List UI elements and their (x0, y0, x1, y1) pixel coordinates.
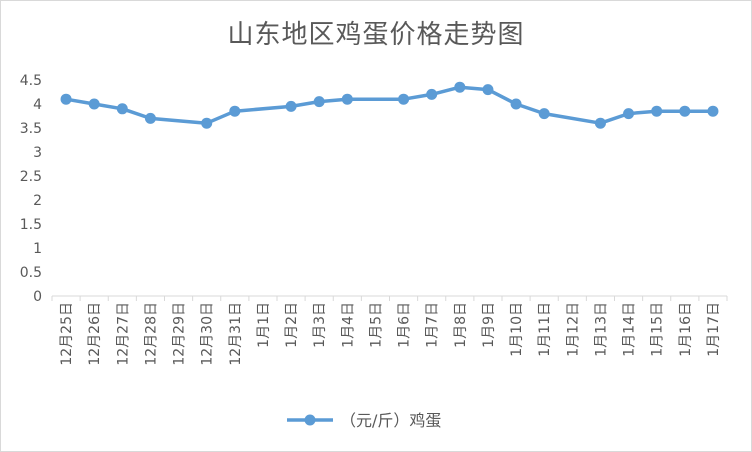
chart-title: 山东地区鸡蛋价格走势图 (227, 20, 525, 50)
x-tick-label: 12月31日 (228, 302, 244, 366)
x-tick-label: 1月2日 (284, 302, 300, 348)
x-tick-label: 1月7日 (425, 302, 441, 348)
data-point (60, 93, 72, 105)
x-tick-label: 12月27日 (115, 302, 131, 366)
data-point (426, 88, 438, 100)
data-point (88, 98, 100, 110)
x-tick-label: 1月6日 (397, 302, 413, 348)
x-tick-label: 1月11日 (537, 302, 553, 357)
x-tick-label: 12月28日 (143, 302, 159, 366)
data-point (679, 105, 691, 117)
data-point (398, 93, 410, 105)
data-point (201, 117, 213, 129)
y-tick-label: 1.5 (20, 217, 42, 233)
x-tick-label: 12月25日 (59, 302, 75, 366)
x-tick-label: 1月5日 (368, 302, 384, 348)
y-tick-label: 4.5 (20, 73, 42, 89)
data-point (482, 84, 494, 96)
x-tick-label: 1月12日 (565, 302, 581, 357)
data-point (144, 112, 156, 124)
x-tick-label: 1月3日 (312, 302, 328, 348)
data-point (454, 81, 466, 93)
legend-marker (304, 414, 316, 426)
data-point (510, 98, 522, 110)
data-point (594, 117, 606, 129)
y-tick-label: 0 (33, 289, 42, 305)
x-tick-label: 1月8日 (453, 302, 469, 348)
x-tick-label: 1月16日 (678, 302, 694, 357)
data-point (707, 105, 719, 117)
series-line (65, 85, 713, 125)
x-tick-label: 1月10日 (509, 302, 525, 357)
legend: （元/斤）鸡蛋 (287, 411, 441, 430)
y-tick-label: 3.5 (20, 121, 42, 137)
data-point (116, 103, 128, 115)
legend-label: （元/斤）鸡蛋 (340, 411, 441, 430)
data-point (229, 105, 241, 117)
y-tick-label: 2 (33, 193, 42, 209)
x-axis: 12月25日 12月26日 12月27日 12月28日 12月29日 12月30日 12月3… (51, 295, 728, 366)
x-tick-label: 12月26日 (87, 302, 103, 366)
x-tick-label: 1月4日 (340, 302, 356, 348)
y-tick-label: 3 (33, 145, 42, 161)
x-tick-label: 1月17日 (706, 302, 722, 357)
y-tick-label: 4 (33, 97, 42, 113)
data-point (538, 108, 550, 120)
x-tick-label: 1月14日 (622, 302, 638, 357)
x-tick-label: 12月29日 (172, 302, 188, 366)
x-tick-label: 1月15日 (650, 302, 666, 357)
x-tick-label: 1月9日 (481, 302, 497, 348)
y-tick-label: 0.5 (20, 265, 42, 281)
x-tick-label: 1月1日 (256, 302, 272, 348)
x-tick-label: 1月13日 (593, 302, 609, 357)
y-axis: 0 0.5 1 1.5 2 2.5 3 3.5 4 4.5 (20, 73, 42, 305)
x-tick-label: 12月30日 (200, 302, 216, 366)
data-point (313, 96, 325, 108)
data-point (341, 93, 353, 105)
y-tick-label: 1 (33, 241, 42, 257)
y-tick-label: 2.5 (20, 169, 42, 185)
series-layer (60, 81, 719, 129)
data-point (623, 108, 635, 120)
data-point (285, 100, 297, 112)
data-point (651, 105, 663, 117)
